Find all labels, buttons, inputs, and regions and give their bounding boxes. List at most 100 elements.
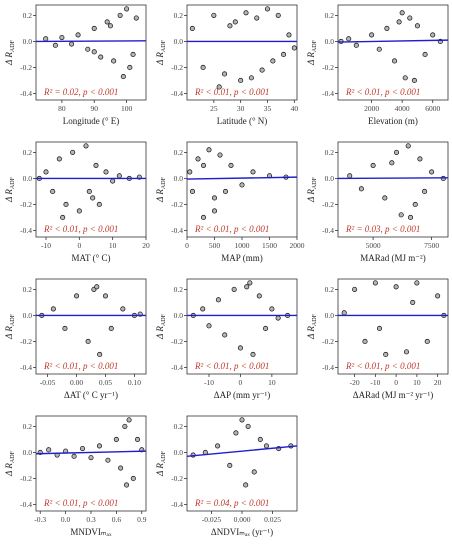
point [362,338,368,345]
point [239,182,245,188]
point [46,447,52,453]
point [200,64,206,71]
plot-frame [35,4,147,101]
point [222,332,228,338]
point [70,149,76,155]
point [414,23,420,29]
point [216,84,222,90]
y-tick-label: -0.4 [20,500,32,509]
point [238,77,244,84]
point [422,51,428,58]
point [123,482,130,488]
point [63,201,69,208]
point [69,41,75,47]
y-tick-label: -0.4 [20,363,32,372]
panel: -0.4 -0.2 0.0 0.2 -20 -10 0 10 20 R² < 0.01, p < … [306,278,449,400]
x-tick-label: -10 [204,378,214,387]
x-tick-label: 0 [239,378,243,387]
y-tick-label: -0.2 [20,337,32,346]
y-tick-label: -0.4 [20,226,32,235]
point [103,169,109,175]
x-tick-label: 20 [434,378,442,387]
point [376,46,382,52]
point [410,299,416,305]
point [195,156,201,162]
point [118,465,124,471]
point [430,32,436,38]
y-label-main: Δ R [155,326,165,340]
y-tick-label: -0.2 [171,474,183,483]
point [245,423,251,429]
x-tick-label: 6000 [425,104,440,113]
x-tick-label: 0.000 [234,515,251,524]
point [113,436,119,442]
point [59,34,65,41]
y-tick-label: 0.0 [174,448,184,457]
point [239,417,245,423]
x-tick-label: 100 [121,104,133,113]
point [370,162,376,168]
point [200,162,207,168]
y-tick-label: -0.4 [322,89,334,98]
y-tick-label: 0.0 [174,311,184,320]
point [408,214,414,221]
plot-frame [337,4,449,101]
annotation: R² = 0.02, p < 0.001 [43,87,118,97]
point [254,15,260,21]
annotation: R² < 0.01, p < 0.001 [345,87,420,97]
point [86,188,92,195]
x-axis-label: Longitude (° E) [63,116,120,126]
y-axis-label: Δ RADF [155,313,167,340]
plot-frame [186,415,298,512]
point [231,286,237,292]
y-label-main: Δ R [4,52,14,66]
point [263,325,269,332]
point [275,315,281,321]
point [111,58,117,64]
y-label-sub: ADF [161,39,167,52]
x-tick-label: -0.025 [202,515,222,524]
point [353,42,359,48]
y-axis-label: Δ RADF [155,39,167,66]
point [244,284,250,290]
y-tick-label: -0.4 [322,226,334,235]
point [399,10,405,16]
y-label-sub: ADF [10,176,16,189]
x-axis-label: ΔNDVIₘₐₓ (yr⁻¹) [211,527,273,537]
point [398,212,404,218]
y-tick-label: 0.0 [325,174,335,183]
point [116,173,122,179]
fit-line [186,445,298,458]
point [269,306,275,312]
point [211,12,217,18]
y-tick-label: 0.2 [23,422,33,431]
y-tick-label: 0.0 [23,37,33,46]
point [248,75,254,81]
point [130,475,136,482]
point [376,325,383,332]
point [200,214,207,221]
y-axis-label: Δ RADF [306,39,318,66]
y-axis-label: Δ RADF [4,450,16,477]
x-tick-label: 500 [209,241,221,250]
x-tick-label: 30 [237,104,245,113]
panel: -0.4 -0.2 0.0 0.2 -10 0 10 R² < 0.01, p < 0.001… [155,278,298,400]
annotation: R² < 0.01, p < 0.001 [194,361,269,371]
point [227,23,233,29]
x-tick-label: 0.025 [264,515,281,524]
x-axis-label: MAT (° C) [72,253,111,263]
point [389,160,395,166]
point [222,71,228,77]
point [383,351,389,358]
point [79,445,86,452]
point [215,297,221,303]
point [88,455,94,461]
point [286,32,292,38]
x-tick-label: 10 [413,378,421,387]
panel: -0.4 -0.2 0.0 0.2 25 30 35 40 R² < 0.01, p < 0.0… [155,4,298,126]
y-tick-label: 0.0 [23,448,33,457]
point [90,195,96,201]
point [133,15,139,21]
point [130,51,136,58]
x-tick-label: -10 [370,378,380,387]
